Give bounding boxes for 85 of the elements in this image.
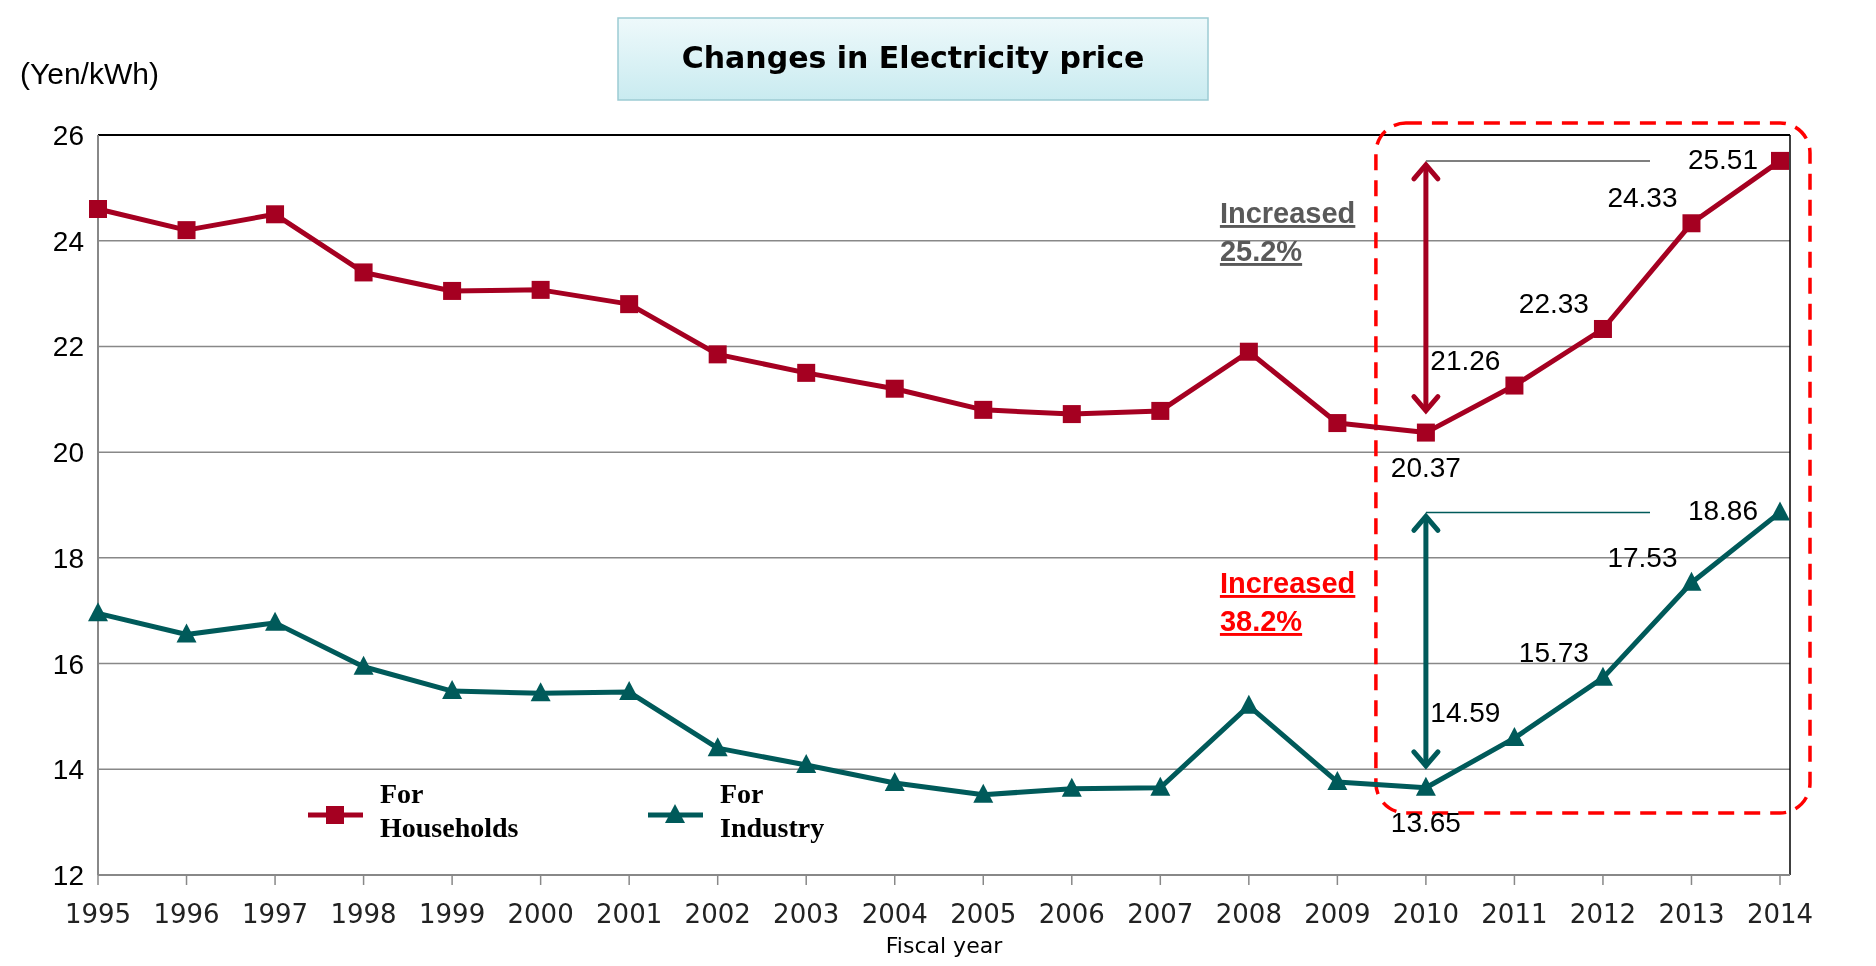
point	[1327, 770, 1348, 790]
chart-title: Changes in Electricity price	[681, 40, 1145, 75]
data-label: 15.73	[1518, 636, 1589, 668]
x-tick-label: 2011	[1481, 899, 1548, 929]
data-label: 13.65	[1390, 806, 1461, 838]
point	[1681, 571, 1702, 591]
x-tick-label: 1995	[64, 899, 132, 929]
x-tick-label: 2000	[507, 899, 574, 929]
point	[1505, 376, 1524, 395]
x-tick-label: 2006	[1038, 899, 1105, 929]
legend-label: For Households	[380, 778, 519, 843]
legend-label: For Industry	[720, 778, 825, 843]
annotation: Increased 25.2%	[1219, 197, 1356, 267]
y-tick-label: 24	[52, 225, 84, 257]
point	[442, 680, 463, 700]
point	[1151, 401, 1170, 420]
data-label: 24.33	[1607, 182, 1678, 214]
x-tick-label: 2014	[1746, 899, 1814, 929]
x-tick-label: 2004	[861, 899, 928, 929]
point	[531, 280, 550, 299]
y-tick-label: 16	[52, 648, 84, 680]
data-label: 14.59	[1430, 697, 1501, 729]
x-tick-label: 2002	[684, 899, 751, 929]
data-label: 21.26	[1430, 344, 1501, 376]
x-tick-label: 2008	[1215, 899, 1282, 929]
point	[797, 363, 816, 382]
x-tick-label: 2007	[1127, 899, 1194, 929]
point	[1239, 342, 1258, 361]
y-tick-label: 20	[52, 437, 84, 469]
x-tick-label: 1998	[330, 899, 397, 929]
data-label: 18.86	[1687, 495, 1758, 527]
point	[1328, 414, 1347, 433]
point	[353, 655, 374, 675]
point	[1770, 501, 1790, 521]
x-tick-label: 2009	[1304, 899, 1371, 929]
point	[1238, 694, 1259, 714]
x-tick-label: 1999	[419, 899, 486, 929]
y-tick-label: 22	[52, 331, 84, 363]
x-tick-label: 2010	[1392, 899, 1459, 929]
point	[1062, 405, 1081, 424]
x-tick-label: 2001	[596, 899, 663, 929]
point	[973, 783, 994, 803]
point	[530, 682, 551, 702]
x-tick-label: 2012	[1569, 899, 1637, 929]
point	[974, 400, 993, 419]
point	[1771, 151, 1789, 170]
point	[620, 295, 639, 314]
x-tick-label: 2013	[1658, 899, 1725, 929]
x-tick-label: 2005	[950, 899, 1017, 929]
point	[177, 221, 196, 240]
point	[1593, 319, 1612, 338]
point	[354, 263, 373, 282]
annotation: Increased 38.2%	[1219, 567, 1356, 637]
x-tick-label: 1997	[241, 899, 309, 929]
data-label: 22.33	[1518, 287, 1589, 319]
point	[708, 345, 727, 364]
point	[884, 772, 905, 792]
y-axis-title: (Yen/kWh)	[20, 57, 159, 90]
point	[89, 200, 107, 218]
y-tick-label: 18	[52, 542, 84, 574]
y-tick-label: 12	[52, 860, 84, 891]
point	[885, 379, 904, 398]
point	[176, 623, 197, 643]
data-label: 20.37	[1390, 451, 1461, 483]
point	[88, 602, 108, 622]
point	[1150, 776, 1171, 796]
data-label: 25.51	[1687, 143, 1758, 175]
x-axis-title: Fiscal year	[885, 933, 1004, 958]
point	[707, 737, 728, 757]
point	[1592, 666, 1613, 686]
y-tick-label: 14	[52, 754, 84, 786]
y-tick-label: 26	[52, 120, 84, 151]
point	[1061, 777, 1082, 797]
point	[266, 205, 285, 224]
point	[796, 754, 817, 774]
x-tick-label: 2003	[773, 899, 840, 929]
point	[1504, 727, 1525, 747]
point	[1415, 776, 1436, 796]
point	[443, 281, 462, 300]
data-label: 17.53	[1607, 541, 1678, 573]
point	[1682, 214, 1701, 233]
point	[265, 611, 286, 631]
point	[619, 681, 640, 701]
point	[1416, 423, 1435, 442]
x-tick-label: 1996	[153, 899, 220, 929]
